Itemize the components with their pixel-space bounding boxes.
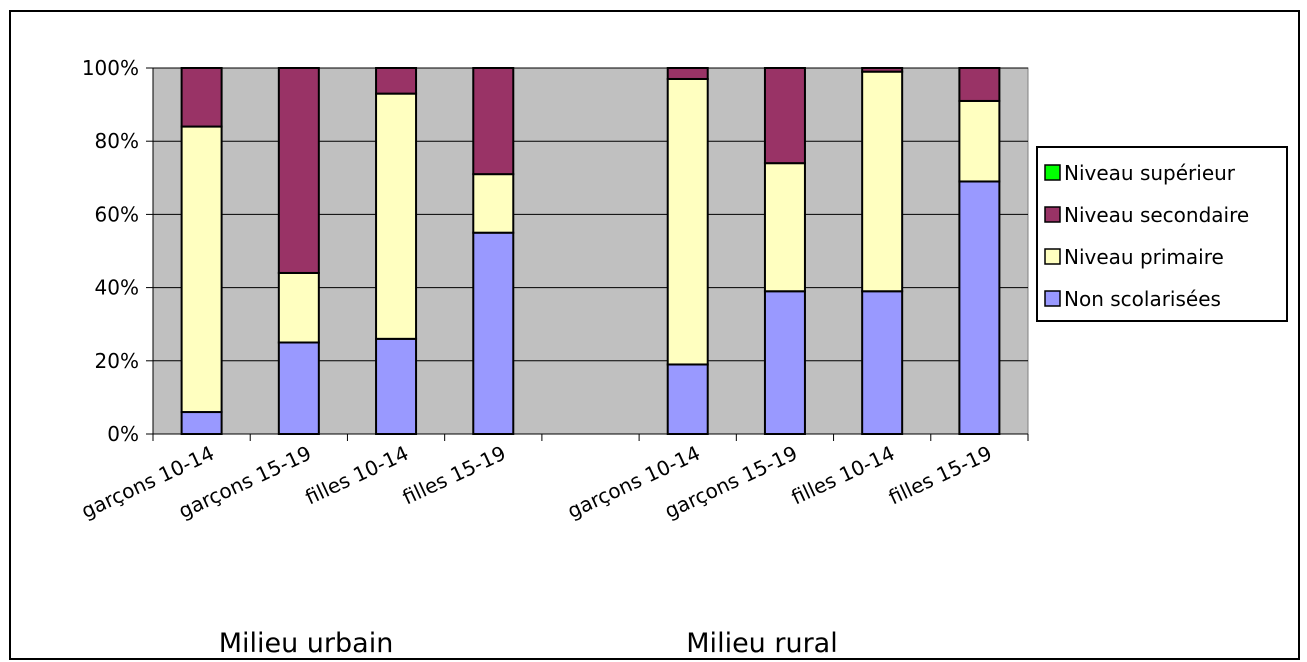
y-tick-label: 40%: [95, 276, 139, 300]
bar-segment: [861, 290, 904, 436]
legend-swatch: [1044, 164, 1061, 181]
group-label: Milieu urbain: [219, 628, 394, 659]
bar-segment: [375, 92, 418, 340]
legend: Niveau supérieur Niveau secondaire Niveau …: [1036, 146, 1288, 322]
y-tick-label: 0%: [107, 422, 139, 446]
legend-swatch: [1044, 248, 1061, 265]
bar-segment: [666, 67, 709, 80]
legend-box: [1036, 146, 1288, 322]
bar-segment: [958, 180, 1001, 435]
bar-segment: [763, 162, 806, 293]
y-tick-label: 80%: [95, 129, 139, 153]
x-category-label: filles 15-19: [399, 441, 510, 510]
bar-segment: [375, 67, 418, 95]
bar-segment: [180, 411, 223, 436]
legend-label: Niveau supérieur: [1064, 161, 1236, 185]
legend-label: Non scolarisées: [1064, 287, 1221, 311]
legend-swatch: [1044, 206, 1061, 223]
bar-segment: [180, 125, 223, 414]
x-category-label: filles 10-14: [301, 441, 412, 510]
bar-segment: [375, 337, 418, 435]
group-label: Milieu rural: [686, 628, 837, 659]
bar-segment: [472, 67, 515, 176]
bar-segment: [958, 99, 1001, 183]
bar-segment: [277, 67, 320, 274]
x-category-label: filles 10-14: [788, 441, 899, 510]
legend-swatch: [1044, 290, 1061, 307]
group-labels: Milieu urbain Milieu rural: [219, 628, 838, 659]
bar-segment: [666, 363, 709, 435]
legend-label: Niveau secondaire: [1064, 203, 1249, 227]
bar-segment: [763, 67, 806, 165]
y-tick-label: 20%: [95, 349, 139, 373]
x-category-label: filles 15-19: [885, 441, 996, 510]
bar-segment: [277, 341, 320, 435]
bar-segment: [472, 173, 515, 234]
bar-segment: [958, 67, 1001, 102]
bar-segment: [472, 231, 515, 435]
bar-segment: [861, 70, 904, 293]
bar-segment: [861, 67, 904, 73]
bar-segment: [666, 77, 709, 366]
y-tick-label: 100%: [82, 56, 139, 80]
bar-segment: [763, 290, 806, 436]
y-tick-label: 60%: [95, 202, 139, 226]
bar-segment: [180, 67, 223, 128]
bar-segment: [277, 271, 320, 344]
legend-label: Niveau primaire: [1064, 245, 1224, 269]
